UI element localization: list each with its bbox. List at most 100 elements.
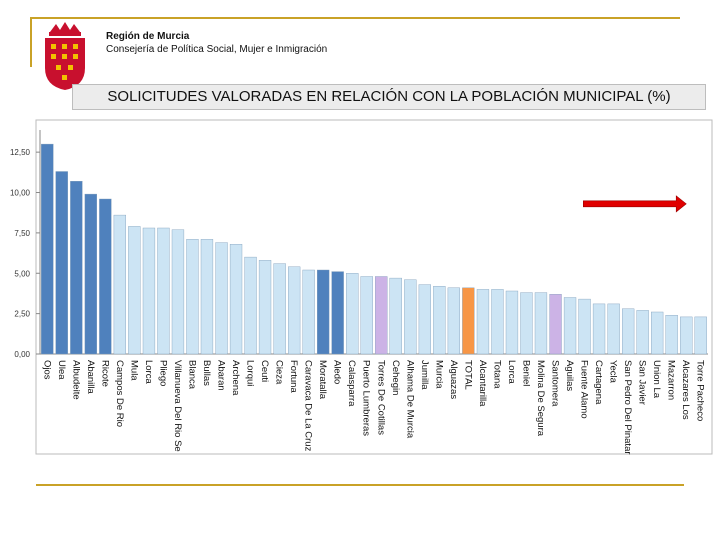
y-tick-label: 7,50 <box>14 229 30 238</box>
org-name: Región de Murcia <box>106 31 190 42</box>
x-tick-label: Abaran <box>216 360 227 391</box>
y-tick-label: 5,00 <box>14 269 30 278</box>
bar <box>346 273 359 355</box>
bar <box>651 311 664 355</box>
bar <box>55 171 68 355</box>
bar <box>433 285 446 355</box>
x-tick-label: Pliego <box>157 360 168 386</box>
bar <box>418 284 431 355</box>
x-tick-label: Mazarron <box>666 360 677 400</box>
bar <box>563 297 577 355</box>
bar <box>84 193 98 355</box>
bar <box>476 289 490 355</box>
x-tick-label: Molina De Segura <box>535 360 546 437</box>
x-tick-label: Lorqui <box>245 360 256 386</box>
bar <box>491 289 504 355</box>
bar <box>607 303 620 355</box>
bar <box>520 292 533 355</box>
x-tick-label: Calasparra <box>346 360 357 407</box>
bar <box>389 277 402 355</box>
y-tick-label: 0,00 <box>14 350 30 359</box>
annotations <box>583 195 687 213</box>
bar <box>534 292 548 355</box>
bar <box>622 308 635 355</box>
bar <box>288 266 301 355</box>
x-tick-label: Alcantarilla <box>477 360 488 407</box>
x-tick-label: Puerto Lumbreras <box>361 360 372 436</box>
bar <box>549 294 562 355</box>
bar <box>462 287 475 355</box>
region-emblem <box>36 20 94 92</box>
bar <box>505 290 519 355</box>
bar <box>171 229 185 355</box>
footer-line <box>36 484 684 486</box>
bar <box>447 287 460 355</box>
x-tick-label: Fuente Alamo <box>579 360 590 419</box>
red-arrow-icon <box>583 195 687 213</box>
x-tick-label: Beniel <box>521 360 532 386</box>
bar <box>665 314 678 355</box>
x-tick-label: Ricote <box>99 360 110 387</box>
bar <box>244 256 257 355</box>
bar <box>636 310 649 355</box>
x-tick-label: Jumilla <box>419 360 430 390</box>
x-tick-label: Caravaca De La Cruz <box>303 360 314 452</box>
bar <box>331 271 344 355</box>
bar <box>200 239 214 355</box>
x-tick-label: Cehegin <box>390 360 401 395</box>
bar-chart: 0,00 2,50 5,00 7,50 10,00 12,50 Ojos Ulea Albud… <box>10 119 713 455</box>
x-tick-label: Aguilas <box>564 360 575 391</box>
department-name: Consejería de Política Social, Mujer e I… <box>106 44 328 55</box>
bar <box>157 227 170 355</box>
x-tick-label: TOTAL <box>462 360 473 390</box>
bar <box>302 269 315 355</box>
x-tick-label: Villanueva Del Rio Se <box>172 360 183 452</box>
header-top-line <box>30 17 680 19</box>
x-tick-label: Bullas <box>201 360 212 386</box>
x-tick-label: Albudeite <box>70 360 81 400</box>
y-tick-label: 12,50 <box>10 148 31 157</box>
bar <box>375 276 388 355</box>
header-left-line <box>30 17 32 67</box>
x-tick-label: Yecla <box>608 360 619 384</box>
x-tick-label: Alcazares Los <box>680 360 691 420</box>
bar <box>99 198 112 355</box>
x-tick-label: Aledo <box>332 360 343 384</box>
bar <box>186 239 199 355</box>
x-tick-label: San Pedro Del Pinatar <box>622 360 633 455</box>
y-tick-label: 10,00 <box>10 189 31 198</box>
bar <box>404 279 417 355</box>
x-tick-label: Alguazas <box>448 360 459 399</box>
x-tick-label: Ulea <box>56 360 67 380</box>
bar <box>273 263 286 355</box>
x-tick-label: Archena <box>230 360 241 396</box>
bar <box>360 276 373 355</box>
x-tick-label: Fortuna <box>288 360 299 393</box>
bar <box>113 214 127 355</box>
x-tick-label: Abanilla <box>85 360 96 395</box>
bar <box>694 316 707 355</box>
bar <box>680 316 693 355</box>
x-tick-label: Mula <box>128 360 139 381</box>
x-tick-label: Torre Pacheco <box>695 360 706 421</box>
bar <box>578 298 591 355</box>
x-tick-label: Cartagena <box>593 360 604 405</box>
x-tick-label: Ceuti <box>259 360 270 382</box>
x-tick-label: Santomera <box>550 360 561 407</box>
bar <box>41 143 54 355</box>
x-tick-label: Totana <box>491 360 502 389</box>
x-tick-label: Torres De Cotillas <box>375 360 386 435</box>
x-tick-label: Moratalla <box>317 360 328 400</box>
x-tick-label: Cieza <box>274 360 285 385</box>
x-tick-label: Ojos <box>41 360 52 380</box>
bar <box>229 243 243 355</box>
bar <box>142 227 156 355</box>
bar <box>70 180 83 355</box>
x-axis-labels: Ojos Ulea Albudeite Abanilla Ricote Campos De… <box>41 360 705 455</box>
bar <box>258 260 272 355</box>
x-tick-label: Alhama De Murcia <box>404 360 415 439</box>
x-tick-label: Lorca <box>143 360 154 384</box>
bar <box>128 226 141 355</box>
x-tick-label: San Javier <box>637 360 648 405</box>
x-tick-label: Campos De Rio <box>114 360 125 427</box>
